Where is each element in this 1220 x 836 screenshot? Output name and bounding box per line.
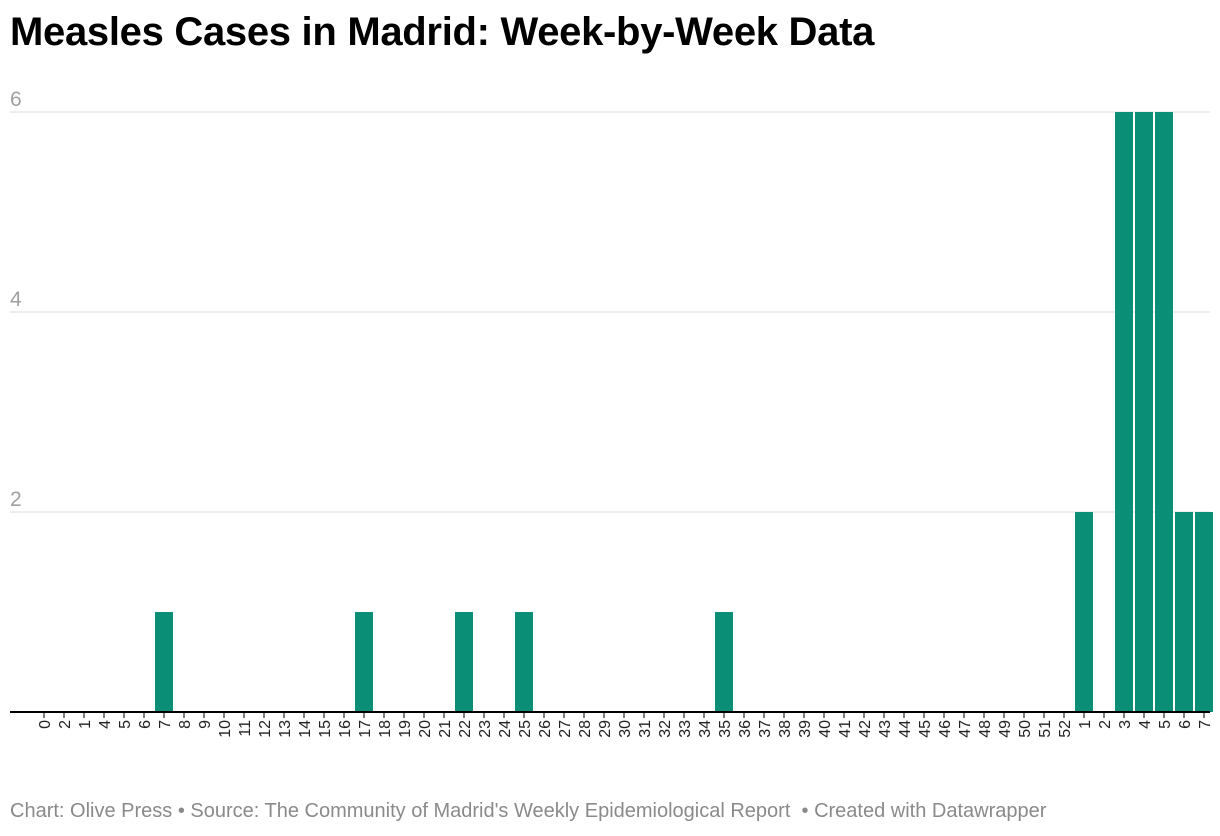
x-tick-label: 24 [497,720,514,738]
chart-footer: Chart: Olive Press • Source: The Communi… [10,800,1047,822]
x-tick-label: 45 [917,720,934,738]
footer-credit: Chart: Olive Press [10,800,173,822]
x-tick-label: 16 [337,720,354,738]
x-tick-label: 51 [1037,720,1054,738]
bar [355,612,373,712]
x-axis [10,711,1210,718]
x-tick-label: 25 [517,720,534,738]
x-tick-label: 12 [257,720,274,738]
x-tick-label: 50 [1017,720,1034,738]
x-tick-label: 11 [237,720,254,737]
x-tick-label: 37 [757,720,774,738]
y-tick-label: 2 [10,488,22,511]
x-tick-label: 36 [737,720,754,738]
x-tick-label: 1 [77,720,94,729]
x-tick-label: 4 [97,720,114,729]
x-tick-label: 26 [537,720,554,738]
x-tick-label: 4 [1137,720,1154,729]
x-tick-label: 9 [197,720,214,729]
x-tick-label: 30 [617,720,634,738]
x-tick-label: 21 [437,720,454,738]
x-tick-label: 42 [857,720,874,738]
bar [515,612,533,712]
bar [455,612,473,712]
x-tick-label: 31 [637,720,654,738]
x-tick-label: 49 [997,720,1014,738]
x-tick-label: 43 [877,720,894,738]
x-tick-label: 0 [37,720,54,729]
bar [715,612,733,712]
x-tick-label: 33 [677,720,694,738]
x-tick-label: 28 [577,720,594,738]
x-tick-label: 20 [417,720,434,738]
y-tick-label: 6 [10,88,22,111]
x-tick-label: 40 [817,720,834,738]
footer-source: Source: The Community of Madrid's Weekly… [190,800,791,822]
x-tick-label: 29 [597,720,614,738]
chart-title: Measles Cases in Madrid: Week-by-Week Da… [10,10,875,54]
x-tick-label: 41 [837,720,854,738]
x-tick-label: 38 [777,720,794,738]
x-tick-label: 48 [977,720,994,738]
y-tick-label: 4 [10,288,22,311]
x-tick-label: 13 [277,720,294,738]
x-tick-label: 23 [477,720,494,738]
bars [155,112,1213,712]
x-tick-label: 32 [657,720,674,738]
x-tick-label: 47 [957,720,974,738]
bar [1175,512,1193,712]
x-tick-label: 3 [1117,720,1134,729]
footer-created-with: Created with Datawrapper [814,800,1047,822]
bar [1075,512,1093,712]
x-tick-label: 10 [217,720,234,738]
x-tick-label: 6 [1177,720,1194,729]
x-tick-label: 14 [297,720,314,738]
bar [1155,112,1173,712]
x-tick-label: 34 [697,720,714,738]
x-tick-label: 5 [1157,720,1174,729]
x-tick-label: 35 [717,720,734,738]
x-tick-label: 2 [57,720,74,729]
bar-chart: 246 0 2 1 4 5 6 7 8 9 10 11 12 13 14 15 16 17 18 19 20 21 22 2… [10,88,1214,738]
x-tick-label: 1 [1077,720,1094,729]
x-tick-label: 6 [137,720,154,729]
bar [1195,512,1213,712]
x-tick-label: 44 [897,720,914,738]
bar [1135,112,1153,712]
x-tick-label: 52 [1057,720,1074,738]
x-tick-label: 2 [1097,720,1114,729]
bar [1115,112,1133,712]
x-tick-label: 8 [177,720,194,729]
gridlines: 2 4 6 [10,88,1210,513]
x-tick-label: 17 [357,720,374,738]
x-tick-label: 5 [117,720,134,729]
x-tick-label: 27 [557,720,574,738]
x-tick-label: 46 [937,720,954,738]
bar [155,612,173,712]
x-tick-label: 39 [797,720,814,738]
x-tick-label: 22 [457,720,474,738]
x-tick-label: 7 [1197,720,1214,729]
x-tick-labels: 0 2 1 4 5 6 7 8 9 10 11 12 13 14 15 16 17 18 19 20 21 22 23 24 2… [37,720,1214,738]
x-tick-label: 19 [397,720,414,738]
x-tick-label: 15 [317,720,334,738]
x-tick-label: 7 [157,720,174,729]
x-tick-label: 18 [377,720,394,738]
